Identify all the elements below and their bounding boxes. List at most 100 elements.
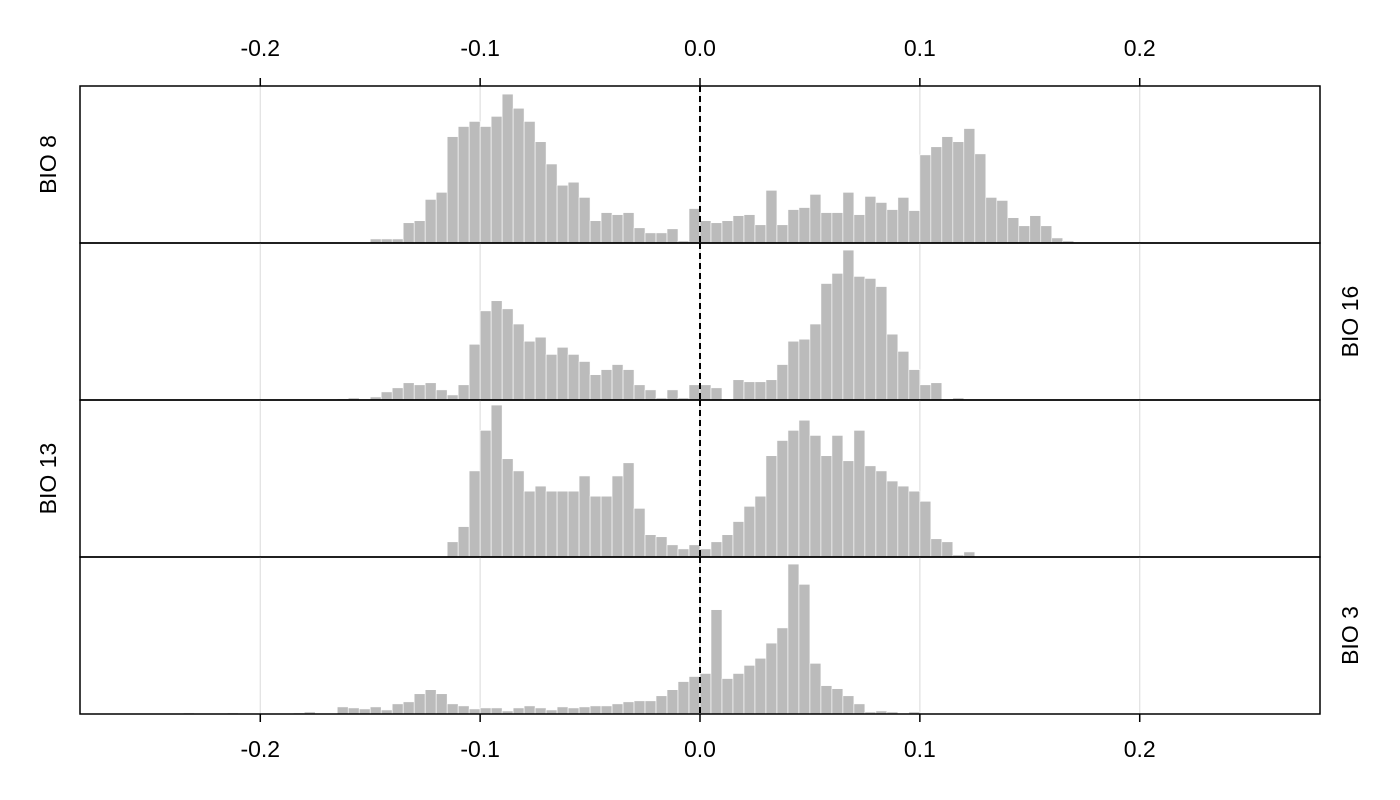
bar xyxy=(842,192,855,244)
bar xyxy=(578,706,591,715)
bar xyxy=(578,475,591,558)
bar xyxy=(490,404,503,558)
x-tick-label: 0.2 xyxy=(1124,736,1156,762)
bar xyxy=(985,197,998,244)
bar xyxy=(391,703,404,715)
bar xyxy=(556,184,569,244)
bar xyxy=(446,394,459,401)
bar xyxy=(402,382,415,401)
bar xyxy=(479,430,492,558)
bar xyxy=(512,323,525,401)
panel-label: BIO 13 xyxy=(35,443,61,515)
bar xyxy=(501,458,514,558)
bar xyxy=(743,506,756,558)
bar xyxy=(501,93,514,244)
bar xyxy=(732,521,745,558)
bar xyxy=(930,146,943,244)
bar xyxy=(886,333,899,401)
bar xyxy=(600,369,613,401)
bar xyxy=(996,200,1009,244)
bar xyxy=(1018,225,1031,244)
bar xyxy=(908,210,921,244)
bar xyxy=(864,465,877,558)
bar xyxy=(611,364,624,401)
bar xyxy=(864,196,877,244)
bar xyxy=(886,480,899,558)
bar xyxy=(424,199,437,244)
bar xyxy=(897,351,910,401)
bar xyxy=(677,548,690,558)
bar xyxy=(666,689,679,715)
bar xyxy=(853,703,866,715)
bar xyxy=(501,308,514,401)
bar xyxy=(831,435,844,558)
bar xyxy=(710,387,723,401)
x-tick-label: 0.1 xyxy=(904,736,936,762)
x-tick-label: -0.1 xyxy=(460,736,500,762)
bar xyxy=(534,485,547,558)
bar xyxy=(765,455,778,558)
bar xyxy=(468,121,481,244)
bar xyxy=(919,500,932,558)
bar xyxy=(787,430,800,558)
bar xyxy=(644,534,657,558)
bar xyxy=(919,384,932,401)
bar xyxy=(578,197,591,244)
bar xyxy=(952,141,965,244)
bar xyxy=(556,706,569,715)
bar xyxy=(567,181,580,244)
bar xyxy=(798,338,811,401)
bar xyxy=(347,707,360,715)
bar xyxy=(831,273,844,401)
bar xyxy=(512,470,525,558)
bar xyxy=(435,192,448,244)
bar xyxy=(545,490,558,558)
bar xyxy=(842,695,855,715)
bar xyxy=(930,538,943,558)
x-tick-label: 0.0 xyxy=(684,35,716,61)
bar xyxy=(644,700,657,715)
bar xyxy=(754,495,767,558)
bar xyxy=(875,470,888,558)
bar xyxy=(600,495,613,558)
bar xyxy=(809,323,822,401)
bar xyxy=(666,228,679,244)
bar xyxy=(380,391,393,401)
bar xyxy=(589,220,602,244)
bar xyxy=(402,222,415,244)
bar xyxy=(589,495,602,558)
bar xyxy=(644,389,657,401)
bar xyxy=(765,379,778,401)
panel-label: BIO 16 xyxy=(1337,286,1363,358)
bar xyxy=(622,212,635,244)
bar xyxy=(666,544,679,558)
bar xyxy=(688,208,701,244)
bar xyxy=(479,126,492,244)
bar xyxy=(963,551,976,558)
bar xyxy=(402,701,415,715)
bar xyxy=(633,508,646,558)
bar xyxy=(413,220,426,244)
bar xyxy=(688,384,701,401)
bar xyxy=(699,384,712,401)
bar xyxy=(633,384,646,401)
bar xyxy=(787,209,800,244)
bar xyxy=(842,460,855,558)
bar xyxy=(754,224,767,244)
bar xyxy=(567,707,580,715)
bar xyxy=(633,700,646,715)
bar xyxy=(457,526,470,558)
bar xyxy=(853,276,866,401)
bar xyxy=(336,706,349,715)
bar xyxy=(820,455,833,558)
bar xyxy=(446,541,459,558)
bar xyxy=(853,430,866,558)
bar xyxy=(809,435,822,558)
bar xyxy=(1040,225,1053,244)
bar xyxy=(435,389,448,401)
bar xyxy=(545,163,558,244)
bar xyxy=(765,190,778,244)
bar xyxy=(556,490,569,558)
bar xyxy=(556,347,569,401)
bar xyxy=(732,379,745,401)
